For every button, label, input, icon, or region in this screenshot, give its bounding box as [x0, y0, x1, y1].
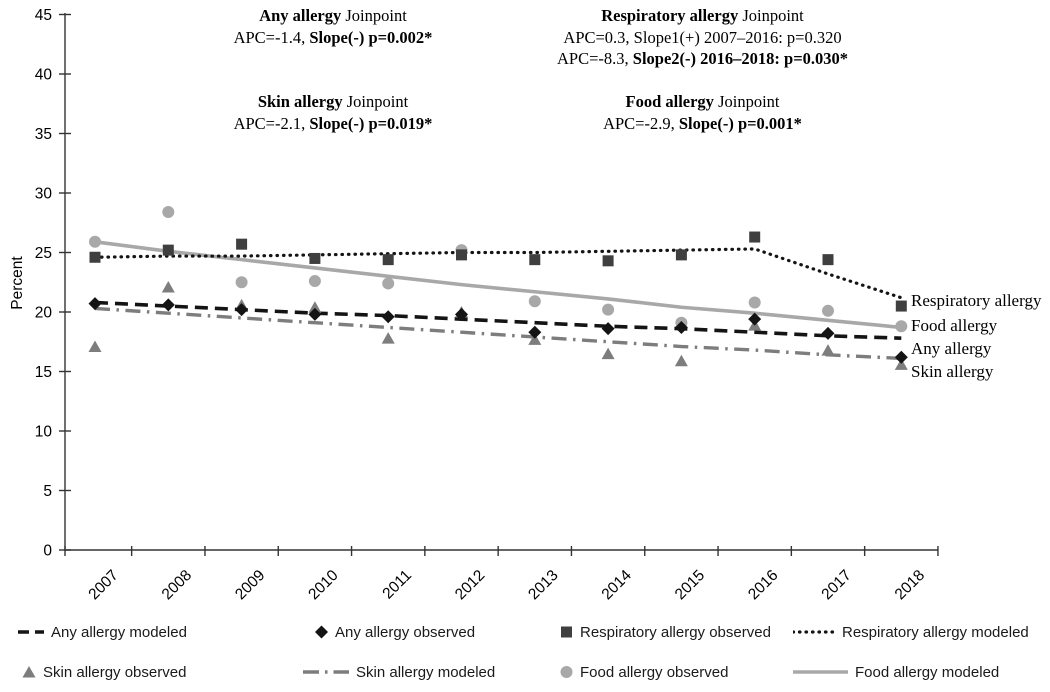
legend-item-skin-allergy-modeled: Skin allergy modeled — [303, 662, 495, 682]
annotation-any-stats: APC=-1.4, Slope(-) p=0.002* — [233, 27, 433, 47]
series-food-allergy-observed — [89, 206, 908, 333]
dashdot-swatch-icon — [303, 670, 349, 674]
annotation-skin-stats: APC=-2.1, Slope(-) p=0.019* — [233, 113, 433, 133]
legend-item-food-allergy-observed: Food allergy observed — [560, 662, 728, 682]
legend-item-any-allergy-modeled: Any allergy modeled — [18, 622, 187, 642]
y-tick-label: 45 — [35, 7, 52, 24]
y-tick-label: 30 — [35, 186, 53, 203]
annotation-respiratory-allergy: Respiratory allergy Joinpoint APC=0.3, S… — [515, 5, 890, 70]
y-tick-label: 10 — [35, 424, 53, 441]
x-year-label: 2008 — [159, 567, 195, 603]
dashed-swatch-icon — [18, 630, 44, 634]
legend-row-2: Skin allergy observed Skin allergy modele… — [0, 662, 1050, 682]
series-skin-allergy-modeled — [94, 306, 902, 361]
y-tick-label: 35 — [35, 126, 52, 143]
x-year-label: 2018 — [892, 567, 928, 603]
y-tick-label: 0 — [43, 543, 52, 560]
annotation-food-title: Food allergy Joinpoint — [625, 92, 780, 111]
annotation-skin-allergy: Skin allergy Joinpoint APC=-2.1, Slope(-… — [168, 91, 498, 134]
x-year-label: 2016 — [745, 567, 781, 603]
solid-swatch-icon — [793, 670, 848, 674]
y-tick-label: 25 — [35, 245, 52, 262]
annotation-respiratory-title: Respiratory allergy Joinpoint — [601, 6, 804, 25]
legend-item-skin-allergy-observed: Skin allergy observed — [22, 662, 186, 682]
legend-label: Any allergy observed — [335, 623, 476, 641]
legend-label: Respiratory allergy observed — [580, 623, 771, 641]
legend-row-1: Any allergy modeled Any allergy observed R… — [0, 622, 1050, 642]
y-tick-label: 5 — [43, 483, 52, 500]
legend-label: Food allergy modeled — [855, 663, 1000, 681]
series-end-label-food: Food allergy — [911, 316, 998, 335]
legend-label: Respiratory allergy modeled — [842, 623, 1029, 641]
y-tick-label: 15 — [35, 364, 52, 381]
series-respiratory-allergy-observed — [89, 231, 907, 312]
legend-item-respiratory-allergy-modeled: Respiratory allergy modeled — [793, 622, 1029, 642]
x-year-label: 2013 — [525, 567, 561, 603]
series-end-label-any: Any allergy — [911, 339, 992, 358]
triangle-swatch-icon — [22, 666, 36, 678]
series-any-allergy-modeled — [94, 300, 902, 340]
x-year-label: 2012 — [452, 567, 488, 603]
annotation-any-allergy: Any allergy Joinpoint APC=-1.4, Slope(-)… — [168, 5, 498, 48]
x-year-label: 2009 — [232, 567, 268, 603]
x-year-label: 2015 — [672, 567, 708, 603]
y-tick-label: 20 — [35, 305, 53, 322]
legend-label: Food allergy observed — [580, 663, 729, 681]
legend-item-respiratory-allergy-observed: Respiratory allergy observed — [560, 622, 771, 642]
dotted-swatch-icon — [793, 630, 835, 634]
x-year-label: 2011 — [379, 567, 415, 603]
annotation-respiratory-stats-2: APC=-8.3, Slope2(-) 2016–2018: p=0.030* — [557, 49, 848, 68]
chart-plot-area: 0 5 10 15 20 25 30 35 40 45 2007 2008 2009 2010 2011 20… — [35, 7, 939, 604]
x-year-label: 2014 — [599, 567, 636, 604]
square-swatch-icon — [561, 626, 572, 638]
series-any-allergy-observed — [88, 297, 908, 364]
annotation-respiratory-stats-1: APC=0.3, Slope1(+) 2007–2016: p=0.320 — [563, 27, 842, 47]
legend: Any allergy modeled Any allergy observed R… — [0, 608, 1050, 692]
legend-label: Any allergy modeled — [51, 623, 187, 641]
y-axis-title: Percent — [9, 256, 26, 310]
x-year-label: 2010 — [305, 567, 342, 604]
annotation-any-title: Any allergy Joinpoint — [259, 6, 407, 25]
x-year-label: 2017 — [818, 567, 854, 603]
y-tick-label: 40 — [35, 67, 53, 84]
legend-label: Skin allergy modeled — [356, 663, 496, 681]
annotation-skin-title: Skin allergy Joinpoint — [257, 92, 409, 111]
legend-item-any-allergy-observed: Any allergy observed — [315, 622, 475, 642]
series-food-allergy-modeled — [94, 240, 902, 330]
series-skin-allergy-observed — [88, 281, 908, 370]
legend-item-food-allergy-modeled: Food allergy modeled — [793, 662, 999, 682]
annotation-food-stats: APC=-2.9, Slope(-) p=0.001* — [603, 113, 802, 133]
series-end-label-skin: Skin allergy — [911, 362, 994, 381]
circle-swatch-icon — [560, 666, 573, 678]
series-respiratory-allergy-modeled — [93, 247, 903, 300]
annotation-food-allergy: Food allergy Joinpoint APC=-2.9, Slope(-… — [515, 91, 890, 134]
series-end-label-respiratory: Respiratory allergy — [911, 291, 1042, 310]
legend-label: Skin allergy observed — [43, 663, 187, 681]
x-year-label: 2007 — [85, 567, 121, 603]
diamond-swatch-icon — [315, 625, 328, 639]
